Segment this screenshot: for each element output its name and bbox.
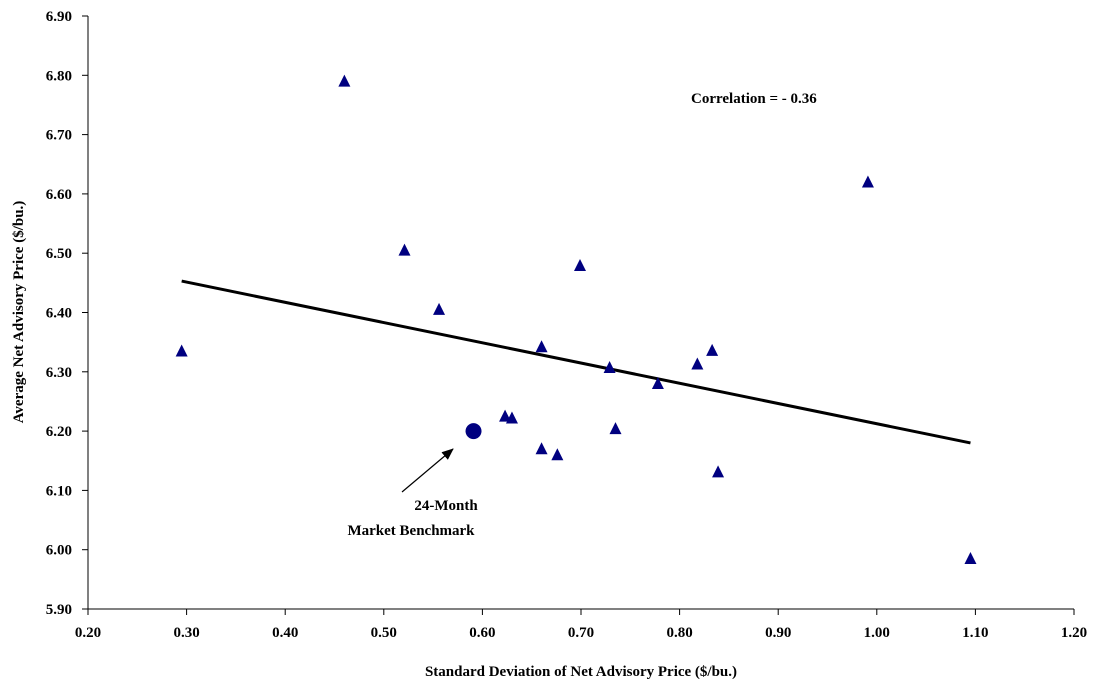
data-point-triangle	[609, 422, 622, 435]
data-point-triangle	[706, 343, 719, 356]
x-tick-label: 0.90	[765, 625, 791, 641]
y-axis-title: Average Net Advisory Price ($/bu.)	[11, 201, 27, 424]
trendline	[181, 279, 971, 445]
x-axis-title: Standard Deviation of Net Advisory Price…	[425, 664, 737, 680]
y-tick-label: 6.70	[46, 128, 72, 144]
x-tick-label: 0.60	[469, 625, 495, 641]
data-point-triangle	[861, 175, 874, 188]
benchmark-annotation-line2: Market Benchmark	[347, 523, 475, 539]
data-point-triangle	[535, 442, 548, 455]
data-point-triangle	[338, 74, 351, 87]
y-tick-label: 5.90	[46, 602, 72, 618]
x-tick-label: 0.70	[568, 625, 594, 641]
data-point-triangle	[398, 243, 411, 256]
y-axis-ticks: 5.90 6.00 6.10 6.20 6.30 6.40 6.50 6.60 6.70 6.80…	[46, 9, 88, 618]
x-tick-label: 0.80	[666, 625, 692, 641]
data-point-triangle	[691, 357, 704, 370]
x-tick-label: 1.20	[1061, 625, 1087, 641]
y-tick-label: 6.10	[46, 483, 72, 499]
data-point-triangle	[551, 448, 564, 461]
data-point-triangle	[499, 409, 512, 422]
y-tick-label: 6.80	[46, 68, 72, 84]
data-point-triangle	[505, 411, 518, 424]
y-tick-label: 6.50	[46, 246, 72, 262]
data-point-triangle	[651, 377, 664, 390]
data-point-triangle	[574, 259, 587, 272]
data-points	[175, 74, 977, 564]
data-point-triangle	[603, 361, 616, 374]
y-tick-label: 6.90	[46, 9, 72, 25]
x-tick-label: 0.30	[173, 625, 199, 641]
correlation-annotation: Correlation = - 0.36	[691, 91, 817, 107]
data-point-triangle	[433, 302, 446, 315]
y-tick-label: 6.00	[46, 543, 72, 559]
x-tick-label: 1.00	[864, 625, 890, 641]
x-tick-label: 0.20	[75, 625, 101, 641]
data-point-triangle	[535, 340, 548, 353]
benchmark-point	[465, 423, 482, 440]
x-tick-label: 1.10	[962, 625, 988, 641]
y-tick-label: 6.20	[46, 424, 72, 440]
y-tick-label: 6.60	[46, 187, 72, 203]
data-point-triangle	[175, 344, 188, 357]
x-axis-ticks: 0.20 0.30 0.40 0.50 0.60 0.70 0.80 0.90 1.00 1.10…	[75, 609, 1087, 641]
x-tick-label: 0.50	[371, 625, 397, 641]
data-point-triangle	[712, 465, 725, 478]
y-tick-label: 6.40	[46, 306, 72, 322]
y-tick-label: 6.30	[46, 365, 72, 381]
benchmark-arrow	[401, 448, 454, 493]
x-tick-label: 0.40	[272, 625, 298, 641]
axes	[87, 16, 1074, 610]
benchmark-annotation-line1: 24-Month	[414, 498, 478, 514]
data-point-triangle	[964, 551, 977, 564]
